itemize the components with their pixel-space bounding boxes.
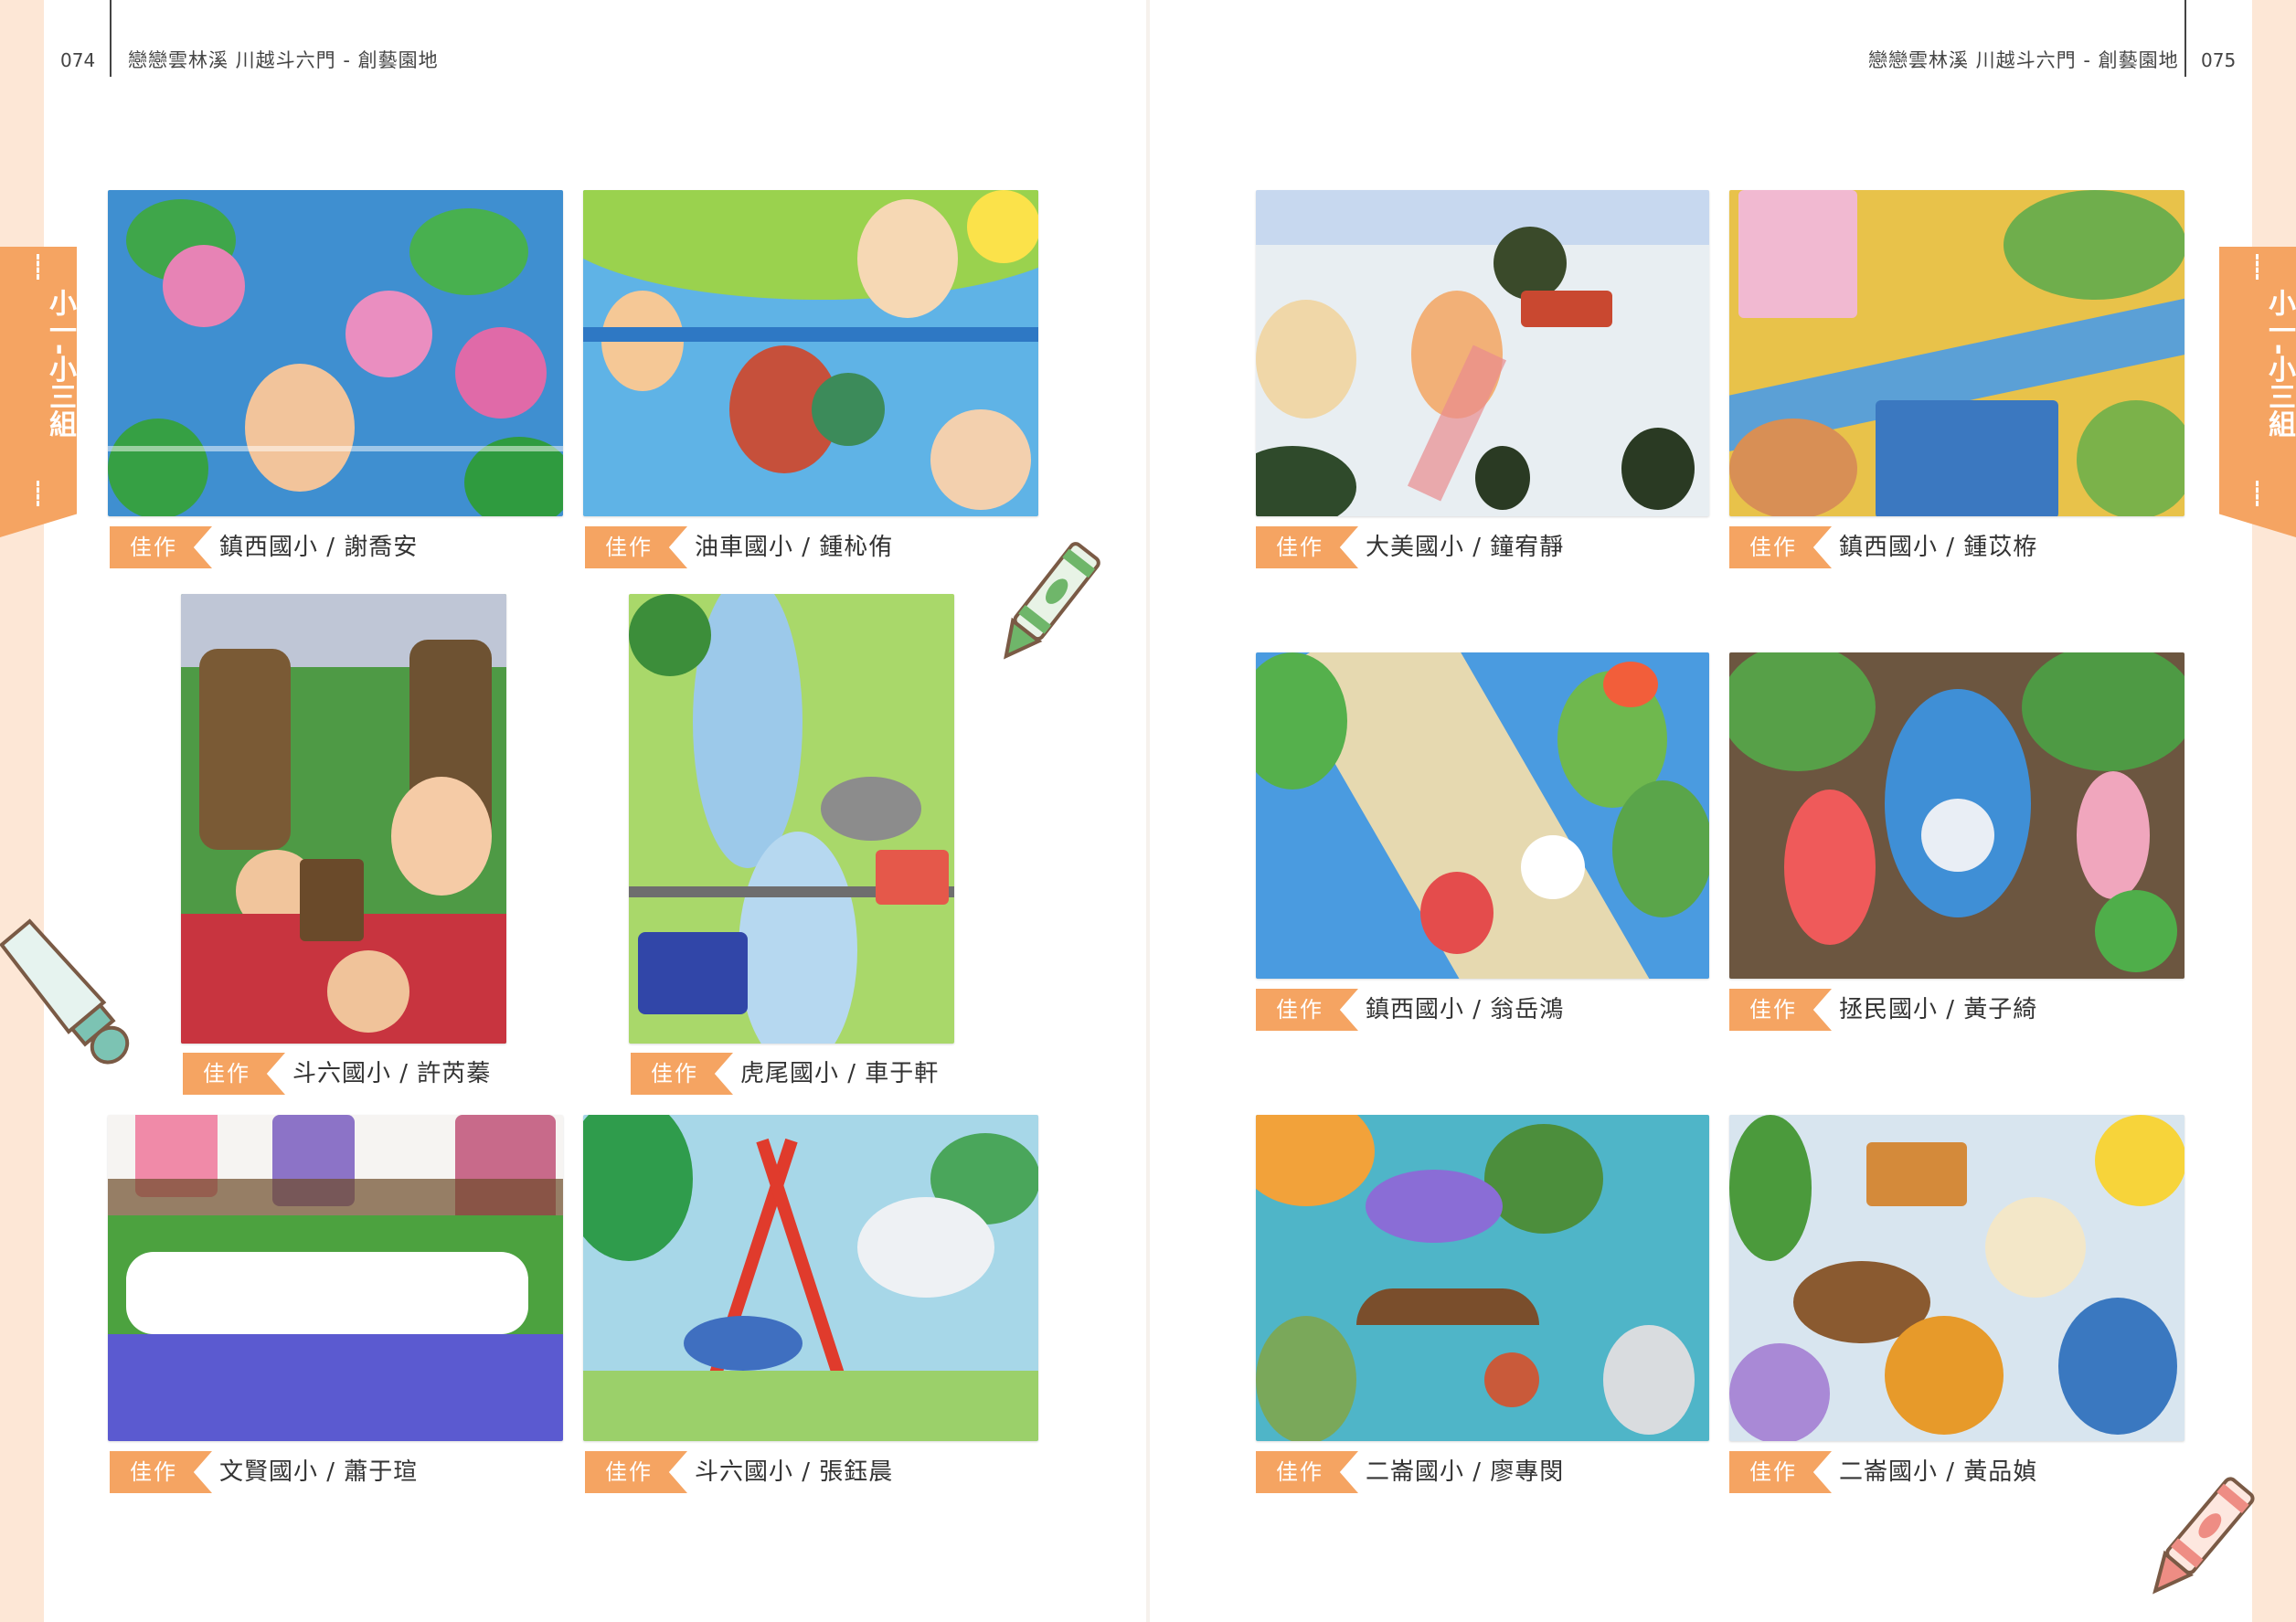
artwork-image — [583, 190, 1038, 516]
right-side-tab-label: 小一-小三組 — [2263, 289, 2295, 438]
artwork-image — [1729, 190, 2184, 516]
artwork-caption: 佳作 文賢國小 / 蕭于瑄 — [110, 1451, 565, 1493]
school-student-label: 虎尾國小 / 車于軒 — [740, 1060, 940, 1087]
school-student-label: 斗六國小 / 張鈺晨 — [695, 1458, 894, 1486]
award-badge: 佳作 — [585, 1451, 687, 1493]
artwork-caption: 佳作 拯民國小 / 黃子綺 — [1729, 989, 2184, 1031]
artwork-image — [583, 1115, 1038, 1441]
award-badge: 佳作 — [1256, 1451, 1358, 1493]
award-badge: 佳作 — [110, 526, 212, 568]
award-badge: 佳作 — [1729, 989, 1832, 1031]
award-badge: 佳作 — [631, 1053, 733, 1095]
school-student-label: 鎮西國小 / 翁岳鴻 — [1366, 996, 1565, 1023]
artwork-image — [629, 594, 954, 1044]
award-badge: 佳作 — [110, 1451, 212, 1493]
artwork-image — [1729, 1115, 2184, 1441]
school-student-label: 拯民國小 / 黃子綺 — [1839, 996, 2038, 1023]
artwork-caption: 佳作 斗六國小 / 張鈺晨 — [585, 1451, 1040, 1493]
green-crayon-icon — [1004, 542, 1100, 660]
left-header-title: 戀戀雲林溪 川越斗六門 - 創藝園地 — [128, 49, 439, 71]
artwork-image — [1256, 652, 1709, 979]
right-header-rule — [2184, 0, 2186, 77]
left-side-tab: 小一-小三組 — [0, 247, 77, 537]
left-side-tab-label: 小一-小三組 — [44, 289, 76, 438]
award-badge: 佳作 — [1729, 526, 1832, 568]
artwork-image — [181, 594, 506, 1044]
school-student-label: 二崙國小 / 廖專閔 — [1366, 1458, 1565, 1486]
artwork-image — [1256, 1115, 1709, 1441]
artwork-caption: 佳作 鎮西國小 / 鍾苡栫 — [1729, 526, 2184, 568]
award-badge: 佳作 — [585, 526, 687, 568]
left-page-number: 074 — [60, 49, 96, 71]
artwork-caption: 佳作 二崙國小 / 黃品媜 — [1729, 1451, 2184, 1493]
award-badge: 佳作 — [1256, 526, 1358, 568]
award-badge: 佳作 — [183, 1053, 285, 1095]
school-student-label: 鎮西國小 / 謝喬安 — [219, 534, 419, 561]
school-student-label: 鎮西國小 / 鍾苡栫 — [1839, 534, 2038, 561]
paint-tube-icon — [0, 918, 130, 1065]
school-student-label: 文賢國小 / 蕭于瑄 — [219, 1458, 419, 1486]
artwork-image — [108, 190, 563, 516]
school-student-label: 斗六國小 / 許芮蓁 — [292, 1060, 492, 1087]
artwork-caption: 佳作 鎮西國小 / 謝喬安 — [110, 526, 565, 568]
artwork-caption: 佳作 虎尾國小 / 車于軒 — [631, 1053, 956, 1095]
award-badge: 佳作 — [1729, 1451, 1832, 1493]
artwork-caption: 佳作 二崙國小 / 廖專閔 — [1256, 1451, 1709, 1493]
book-gutter — [1146, 0, 1150, 1622]
red-crayon-icon — [2152, 1477, 2255, 1595]
artwork-caption: 佳作 油車國小 / 鍾杺侑 — [585, 526, 1040, 568]
right-header-title: 戀戀雲林溪 川越斗六門 - 創藝園地 — [1868, 49, 2179, 71]
artwork-caption: 佳作 大美國小 / 鐘宥靜 — [1256, 526, 1709, 568]
artwork-caption: 佳作 鎮西國小 / 翁岳鴻 — [1256, 989, 1709, 1031]
school-student-label: 二崙國小 / 黃品媜 — [1839, 1458, 2038, 1486]
school-student-label: 大美國小 / 鐘宥靜 — [1366, 534, 1565, 561]
award-badge: 佳作 — [1256, 989, 1358, 1031]
artwork-image — [1256, 190, 1709, 516]
school-student-label: 油車國小 / 鍾杺侑 — [695, 534, 894, 561]
left-header-rule — [110, 0, 112, 77]
artwork-caption: 佳作 斗六國小 / 許芮蓁 — [183, 1053, 508, 1095]
right-page-number: 075 — [2201, 49, 2237, 71]
artwork-image — [108, 1115, 563, 1441]
artwork-image — [1729, 652, 2184, 979]
right-side-tab: 小一-小三組 — [2219, 247, 2296, 537]
